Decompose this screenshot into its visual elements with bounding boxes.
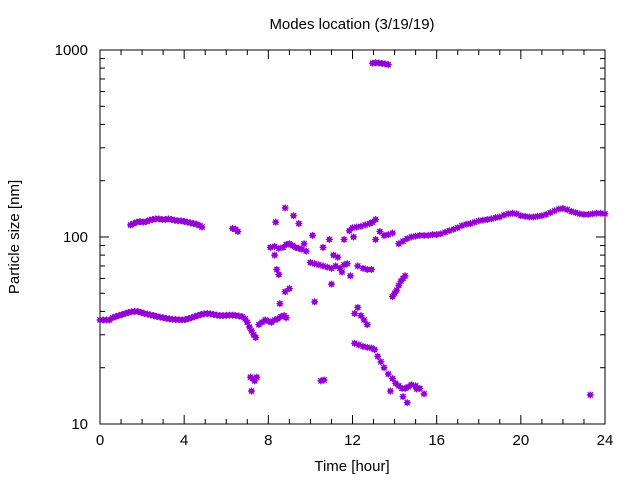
data-point	[454, 224, 462, 232]
data-point	[350, 233, 358, 241]
x-axis-label: Time [hour]	[314, 458, 389, 475]
data-point	[334, 253, 342, 261]
data-point	[243, 318, 251, 326]
data-point	[354, 303, 362, 311]
data-point	[319, 243, 327, 251]
data-point	[285, 285, 293, 293]
data-point	[354, 262, 362, 270]
data-point	[325, 235, 333, 243]
data-point	[346, 272, 354, 280]
data-point	[275, 271, 283, 279]
data-point	[372, 235, 380, 243]
chart-title: Modes location (3/19/19)	[269, 16, 434, 33]
data-point	[253, 373, 261, 381]
x-tick-label: 24	[597, 432, 614, 449]
data-point	[372, 216, 380, 224]
y-tick-label: 1000	[55, 42, 88, 59]
data-point	[290, 212, 298, 220]
data-point	[320, 376, 328, 384]
data-point	[371, 346, 379, 354]
data-points	[96, 59, 609, 407]
data-point	[395, 240, 403, 248]
data-point	[309, 231, 317, 239]
data-point	[462, 220, 470, 228]
data-point	[300, 240, 308, 248]
data-point	[234, 228, 242, 236]
data-point	[282, 314, 290, 322]
y-tick-label: 10	[71, 416, 88, 433]
data-point	[401, 272, 409, 280]
data-point	[399, 393, 407, 401]
data-point	[252, 334, 260, 342]
data-point	[338, 268, 346, 276]
data-point	[363, 321, 371, 329]
data-point	[403, 399, 411, 407]
data-point	[351, 309, 359, 317]
data-point	[343, 260, 351, 268]
x-tick-label: 0	[96, 432, 104, 449]
data-point	[302, 247, 310, 255]
data-point	[508, 209, 516, 217]
data-point	[388, 375, 396, 383]
data-point	[311, 298, 319, 306]
x-tick-label: 8	[264, 432, 272, 449]
data-point	[281, 288, 289, 296]
data-point	[198, 223, 206, 231]
x-tick-label: 12	[344, 432, 361, 449]
data-point	[272, 218, 280, 226]
data-point	[360, 316, 368, 324]
data-point	[248, 327, 255, 335]
data-point	[384, 370, 392, 378]
data-point	[420, 390, 428, 398]
data-point	[399, 237, 407, 245]
data-point	[295, 220, 303, 228]
data-point	[377, 358, 385, 366]
data-point	[363, 343, 371, 351]
data-point	[281, 204, 289, 212]
data-point	[388, 229, 396, 237]
data-point	[292, 243, 300, 251]
data-point	[413, 385, 421, 393]
x-tick-label: 20	[512, 432, 529, 449]
data-point	[384, 61, 392, 69]
data-point	[248, 387, 255, 395]
data-point	[601, 210, 609, 218]
x-tick-label: 4	[180, 432, 188, 449]
axis-ticks: 0 4 8 12 16 20 24 10 100 1000	[55, 42, 614, 449]
data-point	[386, 387, 394, 395]
data-point	[374, 352, 382, 360]
x-tick-label: 16	[428, 432, 445, 449]
data-point	[276, 300, 284, 308]
data-point	[555, 205, 563, 213]
data-point	[267, 318, 275, 326]
data-point	[380, 364, 388, 372]
data-point	[271, 251, 279, 259]
data-point	[327, 280, 335, 288]
y-tick-label: 100	[63, 229, 88, 246]
y-axis-label: Particle size [nm]	[6, 180, 23, 294]
data-point	[376, 228, 384, 236]
data-point	[357, 312, 365, 320]
data-point	[367, 266, 375, 274]
data-point	[586, 391, 594, 399]
data-point	[340, 235, 348, 243]
